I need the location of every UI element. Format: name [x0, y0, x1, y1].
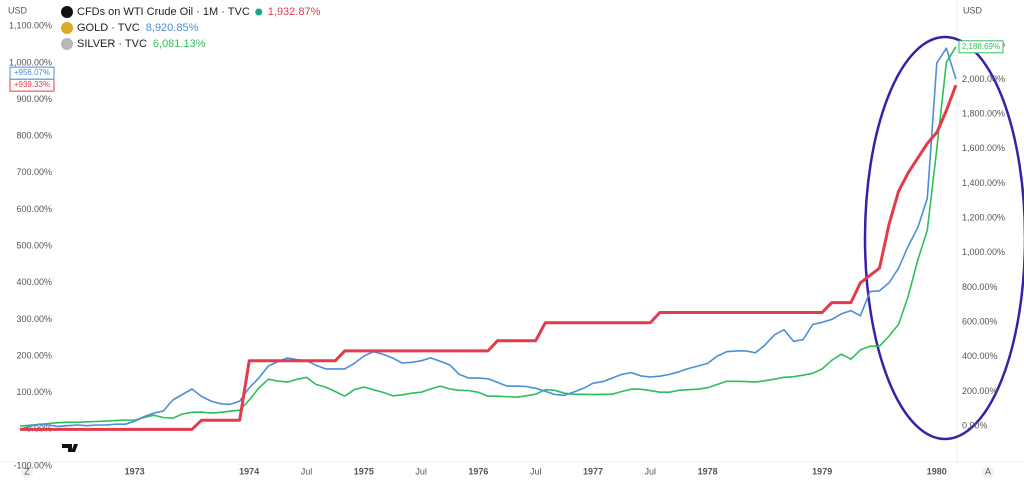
y-tick-label: 300.00% [16, 314, 52, 324]
y-tick-label: 600.00% [16, 204, 52, 214]
legend-name[interactable]: CFDs on WTI Crude Oil · 1M · TVC [77, 6, 250, 18]
y2-tick-label: 1,400.00% [962, 178, 1005, 188]
left-currency[interactable]: USD [8, 5, 28, 15]
y2-tick-label: 1,200.00% [962, 213, 1005, 223]
y-tick-label: -100.00% [13, 460, 52, 470]
y2-tick-label: 200.00% [962, 386, 998, 396]
x-tick-label: 1976 [468, 466, 488, 476]
y2-tick-label: 1,600.00% [962, 143, 1005, 153]
status-dot [255, 8, 263, 16]
scale-button[interactable] [982, 466, 994, 478]
y-tick-label: 500.00% [16, 241, 52, 251]
y2-tick-label: 800.00% [962, 282, 998, 292]
y-tick-label: 800.00% [16, 131, 52, 141]
y-tick-label: 700.00% [16, 167, 52, 177]
y2-tick-label: 400.00% [962, 351, 998, 361]
x-tick-label: 1979 [812, 466, 832, 476]
legend-value: 6,081.13% [153, 38, 206, 50]
y2-tick-label: 1,000.00% [962, 247, 1005, 257]
x-tick-label: 1975 [354, 466, 374, 476]
y-tick-label: 400.00% [16, 277, 52, 287]
y-tick-label: 900.00% [16, 94, 52, 104]
x-tick-label: 1978 [698, 466, 718, 476]
scale-button-label[interactable]: Z [24, 466, 30, 476]
legend-name[interactable]: GOLD · TVC [77, 22, 140, 34]
x-tick-label: 1973 [125, 466, 145, 476]
x-tick-label: 1977 [583, 466, 603, 476]
gold-icon [61, 22, 73, 34]
x-tick-label: Jul [530, 466, 542, 476]
y2-tick-label: 0.00% [962, 421, 988, 431]
right-currency[interactable]: USD [963, 5, 983, 15]
price-tag: +956.07% [14, 68, 50, 77]
price-tag-box [958, 40, 1004, 54]
y-tick-label: 1,000.00% [9, 57, 52, 67]
scale-button-label[interactable]: A [985, 466, 991, 476]
y-tick-label: 100.00% [16, 387, 52, 397]
x-tick-label: Jul [301, 466, 313, 476]
y2-tick-label: 600.00% [962, 317, 998, 327]
y-tick-label: 1,100.00% [9, 21, 52, 31]
legend-value: 8,920.85% [146, 22, 199, 34]
series-line [19, 46, 957, 427]
x-tick-label: Jul [645, 466, 657, 476]
x-tick-label: 1980 [927, 466, 947, 476]
oil-icon [61, 6, 73, 18]
y2-tick-label: 2,000.00% [962, 74, 1005, 84]
x-tick-label: Jul [415, 466, 427, 476]
logo [62, 444, 78, 452]
legend-name[interactable]: SILVER · TVC [77, 38, 147, 50]
legend [61, 6, 73, 50]
scale-button[interactable] [21, 466, 33, 478]
price-tag-box [9, 66, 55, 80]
y-tick-label: 200.00% [16, 350, 52, 360]
series-line [19, 47, 957, 431]
tv-logo [62, 444, 78, 452]
y2-tick-label: 1,800.00% [962, 109, 1005, 119]
price-tag: 2,188.69% [962, 42, 1000, 51]
x-tick-label: 1974 [239, 466, 259, 476]
series-line [20, 84, 958, 431]
legend-value: 1,932.87% [268, 6, 321, 18]
price-tag: +939.33% [14, 80, 50, 89]
highlight-ellipse [863, 35, 1024, 441]
silver-icon [61, 38, 73, 50]
